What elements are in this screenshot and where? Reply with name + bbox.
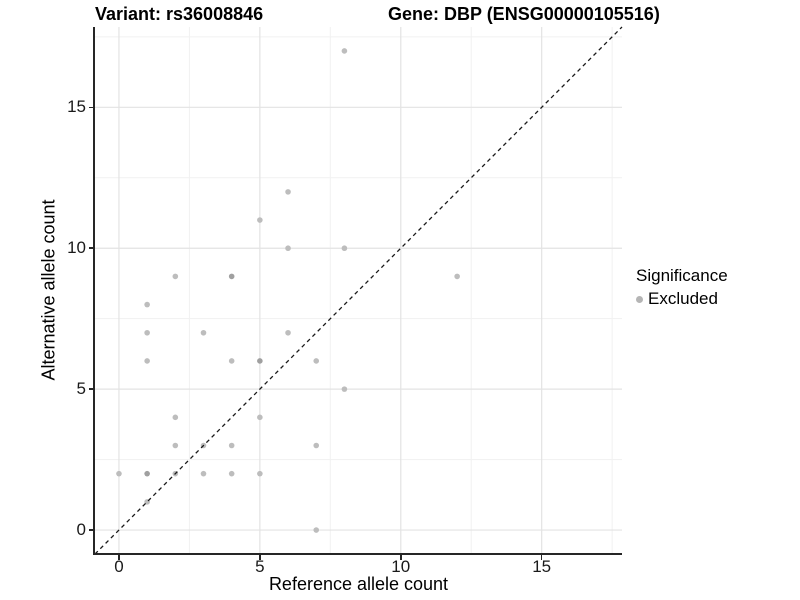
legend-entry-label: Excluded xyxy=(648,289,718,308)
data-point xyxy=(144,470,150,477)
data-point xyxy=(313,358,320,364)
data-point xyxy=(341,48,348,54)
chart-canvas xyxy=(94,26,623,555)
legend-entry-excluded: Excluded xyxy=(636,289,728,309)
data-point xyxy=(257,470,263,477)
y-tick-label: 10 xyxy=(67,238,86,258)
x-axis-line xyxy=(93,553,623,555)
x-tick-mark xyxy=(118,555,120,560)
legend: Significance Excluded xyxy=(636,266,728,309)
data-point xyxy=(144,358,150,364)
x-tick-mark xyxy=(259,555,261,560)
plot-title-gene: Gene: DBP (ENSG00000105516) xyxy=(388,4,660,24)
y-tick-mark xyxy=(88,247,94,249)
data-point xyxy=(144,329,150,336)
x-tick-label: 0 xyxy=(114,557,124,576)
y-tick-label: 5 xyxy=(76,379,86,399)
y-axis-line xyxy=(93,27,95,555)
y-tick-label: 0 xyxy=(76,520,86,540)
data-point xyxy=(257,414,263,421)
data-point xyxy=(228,442,235,449)
data-point xyxy=(454,273,460,280)
data-point xyxy=(228,358,235,364)
data-point xyxy=(313,442,320,449)
data-point xyxy=(285,245,291,252)
x-tick-mark xyxy=(400,555,402,560)
data-point xyxy=(172,273,179,280)
identity-line xyxy=(94,26,623,555)
plot-panel xyxy=(94,26,623,555)
x-tick-label: 15 xyxy=(532,557,552,576)
data-point xyxy=(200,329,207,336)
data-point xyxy=(257,217,263,223)
data-point xyxy=(228,470,235,477)
x-axis-title: Reference allele count xyxy=(268,574,449,594)
y-tick-mark xyxy=(88,106,94,109)
legend-title: Significance xyxy=(636,266,728,285)
data-point xyxy=(285,329,291,336)
data-point xyxy=(257,358,263,364)
data-point xyxy=(341,386,348,392)
data-point xyxy=(116,470,122,477)
data-point xyxy=(228,273,235,280)
data-point xyxy=(200,470,207,477)
x-tick-label: 5 xyxy=(255,557,265,576)
plot-title-variant: Variant: rs36008846 xyxy=(95,4,264,24)
x-tick-label: 10 xyxy=(391,557,411,576)
data-point xyxy=(285,189,291,195)
data-point xyxy=(313,527,320,533)
x-tick-mark xyxy=(540,555,543,560)
y-axis-title: Alternative allele count xyxy=(38,199,59,381)
data-point xyxy=(172,414,179,421)
data-point xyxy=(341,245,348,252)
legend-point-icon xyxy=(636,295,643,303)
data-point xyxy=(172,442,179,449)
y-tick-mark xyxy=(88,388,94,390)
y-tick-mark xyxy=(88,529,94,531)
y-tick-label: 15 xyxy=(67,97,86,117)
data-point xyxy=(144,301,150,308)
